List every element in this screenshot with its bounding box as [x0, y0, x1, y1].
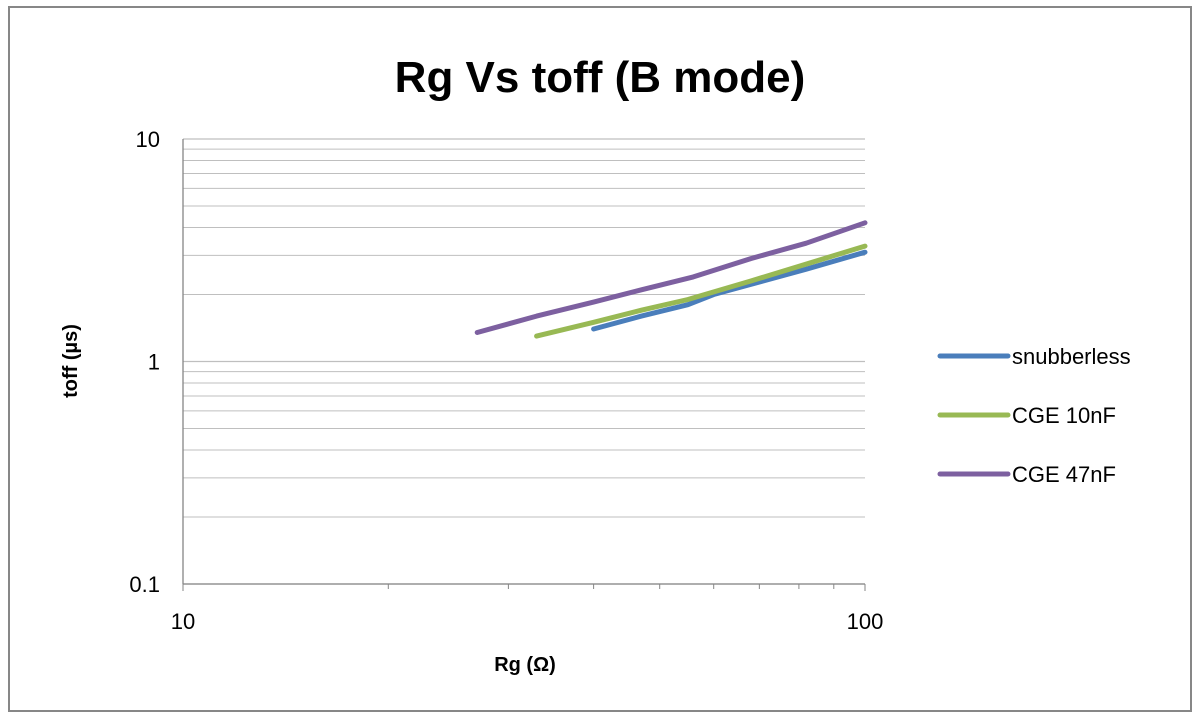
x-tick-label: 10 — [171, 609, 195, 634]
chart-title: Rg Vs toff (B mode) — [395, 53, 806, 102]
series-layer — [474, 220, 868, 339]
legend: snubberless CGE 10nF CGE 47nF — [937, 344, 1131, 487]
legend-label-2: CGE 10nF — [1012, 403, 1116, 428]
legend-label-1: snubberless — [1012, 344, 1131, 369]
axis-layer — [182, 139, 866, 591]
y-tick-label: 1 — [148, 350, 160, 375]
series-line-3 — [474, 220, 868, 335]
y-axis-title: toff (µs) — [60, 324, 82, 398]
series-line-1 — [591, 249, 868, 332]
chart-frame — [8, 6, 1192, 712]
series-line-2 — [534, 243, 868, 339]
x-axis-title: Rg (Ω) — [494, 654, 556, 676]
legend-label-3: CGE 47nF — [1012, 462, 1116, 487]
tick-label-layer: 10 100 0.1 1 10 — [129, 127, 883, 634]
x-tick-label: 100 — [847, 609, 884, 634]
y-tick-label: 0.1 — [129, 572, 160, 597]
grid-layer — [183, 138, 865, 585]
y-tick-label: 10 — [136, 127, 160, 152]
